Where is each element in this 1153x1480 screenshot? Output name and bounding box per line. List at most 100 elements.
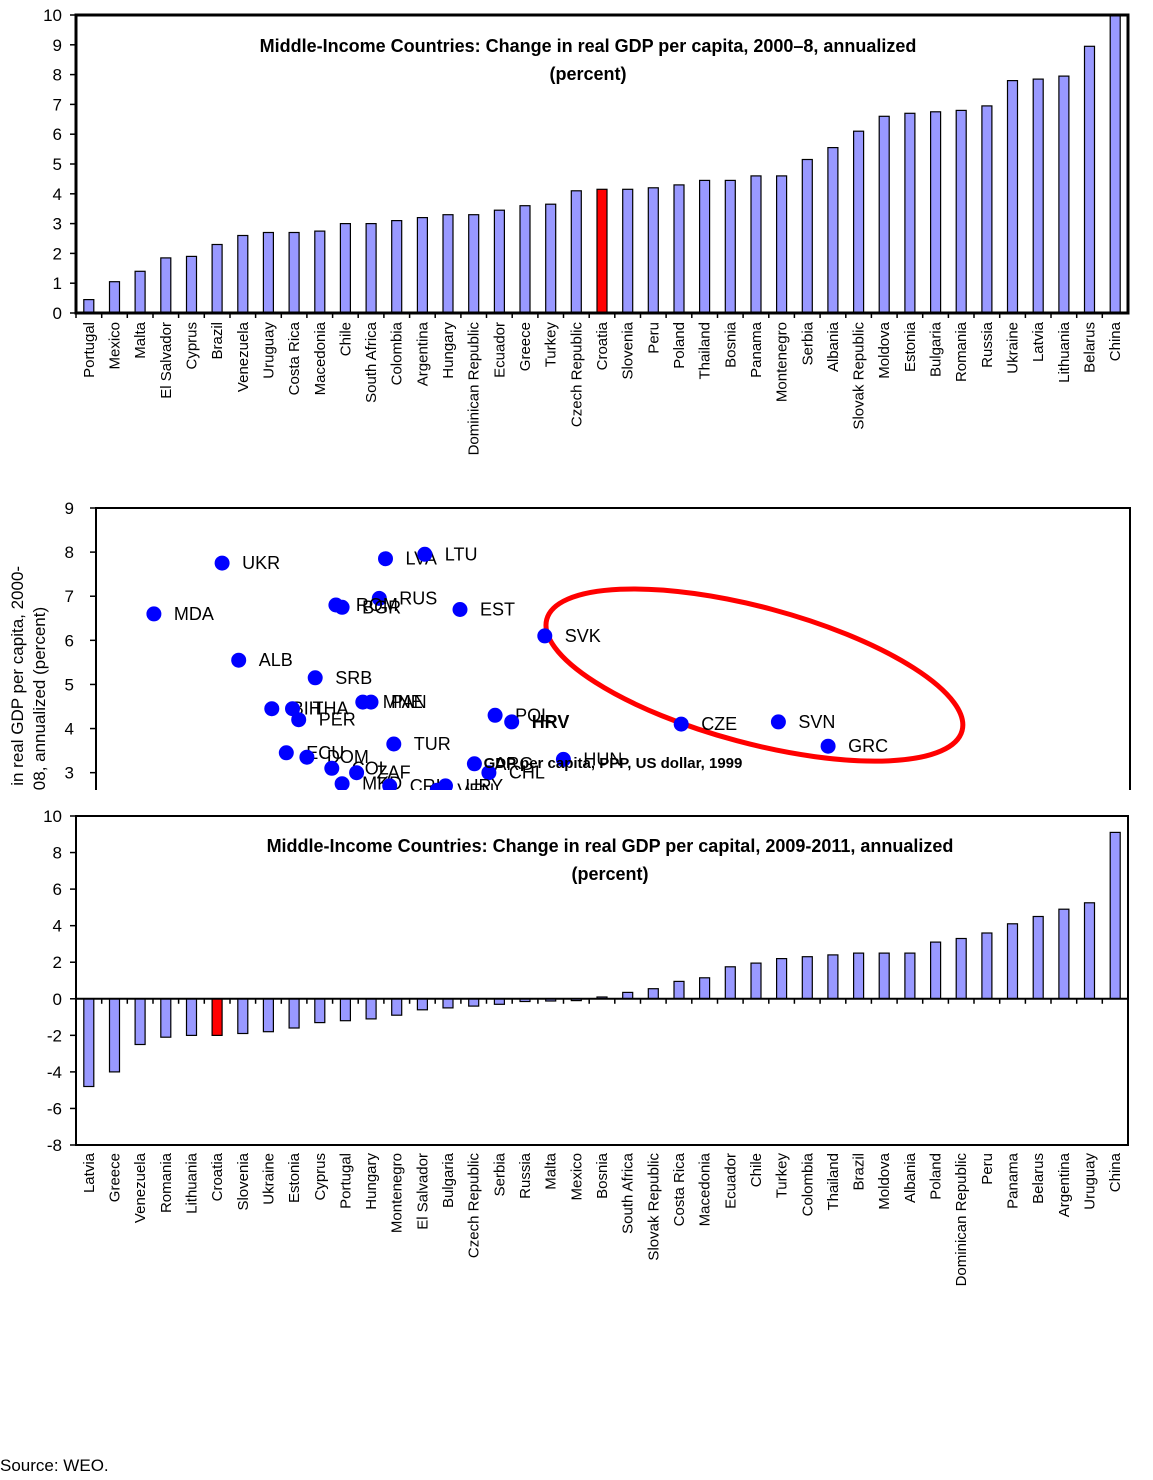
- bar-slovak-republic: [647, 988, 659, 1000]
- point-label: HUN: [583, 749, 622, 769]
- category-label: Bosnia: [722, 321, 739, 368]
- point-chl: [481, 765, 497, 781]
- category-label: Montenegro: [389, 1153, 406, 1233]
- bar-estonia: [288, 998, 300, 1029]
- y-tick-label: 5: [65, 675, 74, 694]
- y-tick-label: 1: [53, 274, 62, 293]
- category-label: Lithuania: [1056, 321, 1073, 383]
- y-tick-label: -2: [47, 1026, 62, 1045]
- category-label: Bulgaria: [440, 1152, 457, 1208]
- y-tick-label: 9: [53, 36, 62, 55]
- point-col: [324, 760, 340, 776]
- point-svn: [770, 714, 786, 730]
- y-tick-label: 0: [53, 990, 62, 1009]
- point-ltu: [417, 546, 433, 562]
- y-tick-label: 2: [53, 953, 62, 972]
- point-label: UKR: [242, 553, 280, 573]
- y-tick-label: 8: [53, 66, 62, 85]
- bar-argentina: [416, 217, 428, 314]
- y-tick-label: 4: [53, 917, 62, 936]
- point-hrv: [504, 714, 520, 730]
- y-tick-label: 4: [53, 185, 62, 204]
- point-label: SVK: [565, 626, 601, 646]
- point-label: PAN: [391, 692, 427, 712]
- category-label: Panama: [748, 321, 765, 378]
- point-hun: [555, 751, 571, 767]
- y-tick-label: -6: [47, 1099, 62, 1118]
- category-label: Hungary: [363, 1153, 380, 1210]
- point-srb: [307, 670, 323, 686]
- category-label: Ecuador: [722, 1153, 739, 1209]
- bar-montenegro: [775, 175, 788, 314]
- category-label: Peru: [645, 322, 662, 354]
- category-label: Albania: [825, 321, 842, 372]
- point-label: DOM: [327, 747, 369, 767]
- bar-costa-rica: [673, 980, 685, 1000]
- category-label: Brazil: [209, 322, 226, 360]
- bar-venezuela: [134, 998, 146, 1046]
- point-mda: [146, 606, 162, 622]
- category-label: Macedonia: [312, 321, 329, 395]
- category-label: Venezuela: [132, 1152, 149, 1223]
- bar-dominican-republic: [955, 937, 967, 1000]
- y-tick-label: 3: [65, 764, 74, 783]
- bar-estonia: [904, 112, 916, 314]
- point-alb: [231, 652, 247, 668]
- plot-frame: [75, 815, 1129, 1146]
- category-label: Poland: [671, 322, 688, 369]
- bar-albania: [827, 147, 839, 314]
- gdp-level-vs-growth-scatter: 05000100001500020000250000123456789 UKRM…: [8, 500, 1131, 790]
- point-per: [291, 712, 307, 728]
- bar-south-africa: [365, 223, 377, 314]
- bar-turkey: [775, 958, 788, 1000]
- bar-lithuania: [1058, 75, 1070, 314]
- bar-macedonia: [314, 230, 326, 314]
- bar-belarus: [1083, 45, 1096, 314]
- category-label: Lithuania: [184, 1152, 201, 1214]
- point-pan: [363, 694, 379, 710]
- point-label: BGR: [362, 597, 401, 617]
- bar-cyprus: [185, 255, 198, 314]
- point-bgr: [334, 599, 350, 615]
- category-label: Malta: [543, 1152, 560, 1189]
- y-tick-label: 2: [53, 244, 62, 263]
- point-pol: [487, 707, 503, 723]
- y-tick-label: 3: [53, 215, 62, 234]
- bar-malta: [134, 270, 146, 314]
- bar-brazil: [852, 952, 865, 1000]
- point-label: CHL: [509, 763, 545, 783]
- source-note: Source: WEO.: [0, 1456, 109, 1475]
- bar-croatia: [596, 188, 608, 314]
- point-label: LTU: [445, 544, 478, 564]
- bar-china: [1109, 831, 1121, 1000]
- y-axis-title-line-1: Change in real GDP per capita, 2000-: [8, 566, 27, 790]
- category-label: Montenegro: [774, 322, 791, 402]
- category-label: Peru: [979, 1153, 996, 1185]
- category-label: China: [1107, 1152, 1124, 1192]
- point-label: ROM: [356, 595, 398, 615]
- bar-ukraine: [262, 998, 274, 1033]
- bar-greece: [108, 998, 121, 1073]
- point-label: ARG: [494, 754, 533, 774]
- chart-title: Middle-Income Countries: Change in real …: [260, 36, 917, 56]
- category-label: South Africa: [620, 1152, 637, 1234]
- category-label: Moldova: [876, 321, 893, 378]
- y-tick-label: 5: [53, 155, 62, 174]
- bar-portugal: [339, 998, 351, 1022]
- point-label: RUS: [399, 588, 437, 608]
- bar-peru: [981, 932, 993, 1000]
- bar-slovak-republic: [852, 130, 865, 314]
- y-tick-label: 0: [53, 304, 62, 323]
- category-label: Ukraine: [1005, 322, 1022, 374]
- category-label: Czech Republic: [466, 1153, 483, 1259]
- category-label: Cyprus: [184, 322, 201, 370]
- category-label: Estonia: [286, 1152, 303, 1203]
- highlight-ellipse: [543, 586, 966, 764]
- category-label: Turkey: [774, 1153, 791, 1199]
- y-axis-title-line-2: 2008, annualized (percent): [30, 607, 49, 790]
- bar-belarus: [1032, 915, 1044, 1000]
- category-label: Colombia: [389, 321, 406, 385]
- category-label: Slovenia: [235, 1152, 252, 1210]
- point-label: PER: [319, 710, 356, 730]
- category-label: Czech Republic: [568, 322, 585, 428]
